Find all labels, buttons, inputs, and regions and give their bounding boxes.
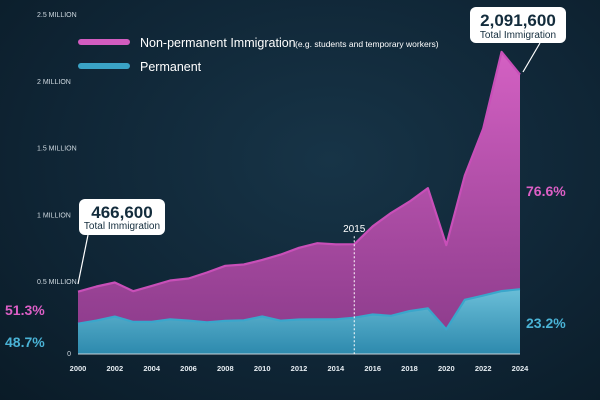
x-tick-label: 2006 <box>180 364 197 373</box>
start-permanent-share: 48.7% <box>5 334 45 350</box>
y-axis-ticks: 0 0.5 MILLION 1 MILLION 1.5 MILLION 2 MI… <box>37 12 77 358</box>
y-tick-label: 0.5 MILLION <box>37 279 77 286</box>
end-total-callout: 2,091,600 Total Immigration <box>470 7 566 73</box>
end-total-value: 2,091,600 <box>480 11 556 30</box>
x-tick-label: 2014 <box>327 364 345 373</box>
end-total-label: Total Immigration <box>480 30 556 41</box>
legend-label-non-permanent: Non-permanent Immigration <box>140 36 296 50</box>
permanent-line <box>77 288 521 331</box>
x-tick-label: 2012 <box>291 364 308 373</box>
legend-swatch-non-permanent <box>78 39 130 45</box>
y-tick-label: 0 <box>67 351 71 358</box>
x-tick-label: 2020 <box>438 364 455 373</box>
y-tick-label: 2 MILLION <box>37 79 71 86</box>
x-tick-label: 2004 <box>143 364 161 373</box>
start-callout-pointer <box>77 234 89 285</box>
start-total-label: Total Immigration <box>84 221 160 232</box>
x-tick-label: 2016 <box>364 364 381 373</box>
year-2015-marker-label: 2015 <box>343 224 366 235</box>
y-tick-label: 1.5 MILLION <box>37 146 77 153</box>
x-axis-ticks: 2000 2002 2004 2006 2008 2010 2012 2014 2016 2018… <box>70 364 530 373</box>
legend: Non-permanent Immigration (e.g. students… <box>78 36 439 74</box>
x-tick-label: 2018 <box>401 364 418 373</box>
end-permanent-share: 23.2% <box>526 315 566 331</box>
non-permanent-line <box>77 50 521 293</box>
start-non-permanent-share: 51.3% <box>5 302 45 318</box>
x-tick-label: 2024 <box>512 364 530 373</box>
end-callout-pointer <box>522 42 541 73</box>
permanent-area <box>78 289 520 354</box>
start-callout-box <box>79 199 165 235</box>
end-callout-box <box>470 7 566 43</box>
legend-label-permanent: Permanent <box>140 60 202 74</box>
start-total-callout: 466,600 Total Immigration <box>77 199 165 285</box>
y-tick-label: 2.5 MILLION <box>37 12 77 19</box>
y-tick-label: 1 MILLION <box>37 212 71 219</box>
x-tick-label: 2002 <box>106 364 123 373</box>
end-non-permanent-share: 76.6% <box>526 183 566 199</box>
x-tick-label: 2010 <box>254 364 271 373</box>
legend-swatch-permanent <box>78 63 130 69</box>
legend-note-non-permanent: (e.g. students and temporary workers) <box>295 39 439 49</box>
x-tick-label: 2008 <box>217 364 234 373</box>
x-tick-label: 2000 <box>70 364 87 373</box>
non-permanent-area <box>78 51 520 330</box>
start-total-value: 466,600 <box>91 203 152 222</box>
x-tick-label: 2022 <box>475 364 492 373</box>
